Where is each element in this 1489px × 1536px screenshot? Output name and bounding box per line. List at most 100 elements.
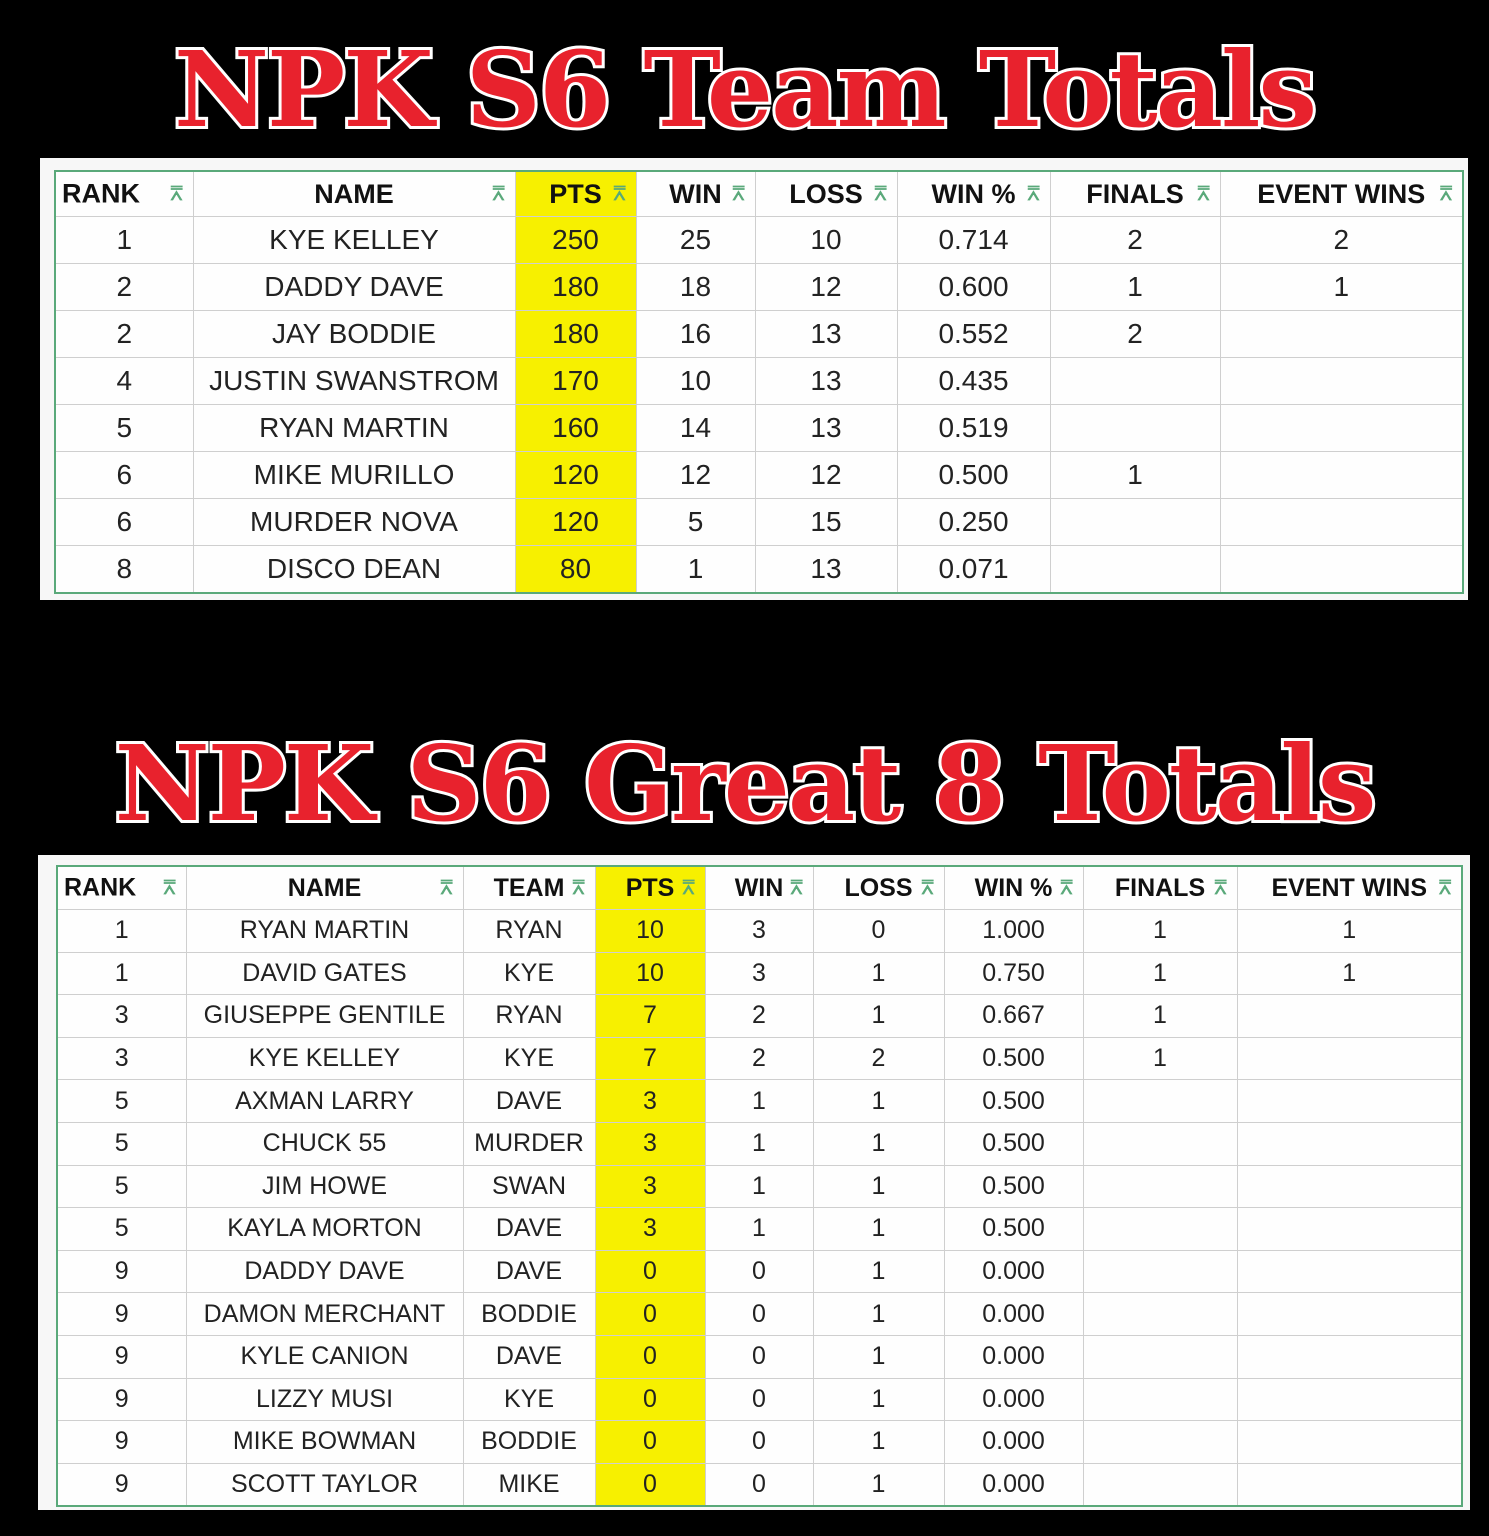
filter-icon[interactable]: ⩞ <box>682 877 695 899</box>
table-row: 6 MIKE MURILLO 120 12 12 0.500 1 <box>54 451 1464 499</box>
column-label: RANK <box>64 873 137 902</box>
cell-win: 0.435 <box>896 357 1051 405</box>
cell-name: DISCO DEAN <box>192 545 516 594</box>
table-row: 5 JIM HOWE SWAN 3 1 1 0.500 <box>56 1164 1463 1209</box>
cell-pts: 7 <box>594 994 706 1038</box>
cell-team: RYAN <box>462 994 596 1038</box>
cell-win: 10 <box>635 357 756 405</box>
column-header-event-wins[interactable]: EVENT WINS ⩞ <box>1236 865 1463 910</box>
cell-pts: 3 <box>594 1207 706 1251</box>
cell-rank: 3 <box>56 994 187 1038</box>
filter-icon[interactable]: ⩞ <box>874 183 887 205</box>
cell-rank: 9 <box>56 1377 187 1422</box>
column-label: WIN <box>669 178 722 209</box>
column-label: FINALS <box>1114 873 1206 902</box>
table-row: 9 SCOTT TAYLOR MIKE 0 0 1 0.000 <box>56 1462 1463 1507</box>
cell-rank: 9 <box>56 1420 187 1464</box>
filter-icon[interactable]: ⩞ <box>1027 183 1040 205</box>
cell-event-wins <box>1236 1164 1463 1209</box>
column-header-win[interactable]: WIN % ⩞ <box>943 865 1084 910</box>
table-row: 9 DAMON MERCHANT BODDIE 0 0 1 0.000 <box>56 1292 1463 1336</box>
header-row: RANK ⩞ NAME ⩞ TEAM ⩞ PTS ⩞ WIN ⩞ LOSS ⩞ WIN % ⩞ FINALS… <box>56 865 1463 910</box>
cell-event-wins <box>1236 1121 1463 1166</box>
filter-icon[interactable]: ⩞ <box>1214 877 1227 899</box>
filter-icon[interactable]: ⩞ <box>1439 183 1452 205</box>
cell-name: RYAN MARTIN <box>185 909 464 953</box>
filter-icon[interactable]: ⩞ <box>1197 183 1210 205</box>
filter-icon[interactable]: ⩞ <box>921 877 934 899</box>
table-row: 1 KYE KELLEY 250 25 10 0.714 2 2 <box>54 216 1464 264</box>
cell-rank: 1 <box>54 216 194 264</box>
cell-name: CHUCK 55 <box>185 1121 464 1166</box>
cell-pts: 0 <box>594 1420 706 1464</box>
cell-loss: 1 <box>812 1164 945 1209</box>
cell-finals: 1 <box>1082 994 1238 1038</box>
filter-icon[interactable]: ⩞ <box>1438 877 1451 899</box>
cell-win: 0.071 <box>896 545 1051 594</box>
filter-icon[interactable]: ⩞ <box>492 183 505 205</box>
column-header-event-wins[interactable]: EVENT WINS ⩞ <box>1219 170 1464 217</box>
cell-win: 0.750 <box>943 951 1084 996</box>
table-row: 5 CHUCK 55 MURDER 3 1 1 0.500 <box>56 1121 1463 1166</box>
cell-win: 1 <box>704 1121 814 1166</box>
column-label: PTS <box>625 873 675 902</box>
filter-icon[interactable]: ⩞ <box>732 183 745 205</box>
cell-finals: 1 <box>1082 951 1238 996</box>
cell-name: GIUSEPPE GENTILE <box>185 994 464 1038</box>
filter-icon[interactable]: ⩞ <box>572 877 585 899</box>
cell-pts: 120 <box>514 451 637 499</box>
column-header-name[interactable]: NAME ⩞ <box>192 170 516 217</box>
filter-icon[interactable]: ⩞ <box>170 183 183 205</box>
column-header-pts[interactable]: PTS ⩞ <box>594 865 706 910</box>
cell-win: 1 <box>704 1207 814 1251</box>
cell-win: 25 <box>635 216 756 264</box>
column-header-loss[interactable]: LOSS ⩞ <box>812 865 945 910</box>
cell-rank: 9 <box>56 1292 187 1336</box>
column-header-rank[interactable]: RANK ⩞ <box>54 170 194 217</box>
column-header-win[interactable]: WIN ⩞ <box>635 170 756 217</box>
cell-rank: 2 <box>54 263 194 311</box>
cell-win: 1 <box>704 1164 814 1209</box>
cell-name: KYE KELLEY <box>185 1036 464 1081</box>
column-header-rank[interactable]: RANK ⩞ <box>56 865 187 910</box>
column-header-pts[interactable]: PTS ⩞ <box>514 170 637 217</box>
cell-win: 0.500 <box>943 1036 1084 1081</box>
table-row: 1 RYAN MARTIN RYAN 10 3 0 1.000 1 1 <box>56 909 1463 953</box>
filter-icon[interactable]: ⩞ <box>1060 877 1073 899</box>
cell-team: BODDIE <box>462 1292 596 1336</box>
column-header-win[interactable]: WIN ⩞ <box>704 865 814 910</box>
column-header-finals[interactable]: FINALS ⩞ <box>1049 170 1221 217</box>
cell-pts: 180 <box>514 310 637 358</box>
cell-pts: 180 <box>514 263 637 311</box>
cell-win: 2 <box>704 1036 814 1081</box>
cell-loss: 1 <box>812 1121 945 1166</box>
cell-finals: 2 <box>1049 216 1221 264</box>
column-header-team[interactable]: TEAM ⩞ <box>462 865 596 910</box>
table-row: 4 JUSTIN SWANSTROM 170 10 13 0.435 <box>54 357 1464 405</box>
column-header-name[interactable]: NAME ⩞ <box>185 865 464 910</box>
column-header-win[interactable]: WIN % ⩞ <box>896 170 1051 217</box>
cell-rank: 2 <box>54 310 194 358</box>
filter-icon[interactable]: ⩞ <box>790 877 803 899</box>
cell-event-wins <box>1236 1420 1463 1464</box>
cell-name: KYLE CANION <box>185 1334 464 1379</box>
cell-rank: 6 <box>54 498 194 546</box>
column-header-loss[interactable]: LOSS ⩞ <box>754 170 898 217</box>
filter-icon[interactable]: ⩞ <box>440 877 453 899</box>
column-header-finals[interactable]: FINALS ⩞ <box>1082 865 1238 910</box>
cell-win: 0.600 <box>896 263 1051 311</box>
cell-name: DAMON MERCHANT <box>185 1292 464 1336</box>
column-label: TEAM <box>493 873 565 902</box>
cell-finals <box>1082 1249 1238 1294</box>
cell-team: MURDER <box>462 1121 596 1166</box>
filter-icon[interactable]: ⩞ <box>613 183 626 205</box>
cell-finals <box>1082 1462 1238 1507</box>
cell-loss: 2 <box>812 1036 945 1081</box>
cell-event-wins <box>1236 994 1463 1038</box>
cell-loss: 1 <box>812 1292 945 1336</box>
filter-icon[interactable]: ⩞ <box>163 877 176 899</box>
cell-finals <box>1082 1377 1238 1422</box>
cell-finals <box>1049 545 1221 594</box>
cell-finals: 1 <box>1082 1036 1238 1081</box>
cell-event-wins: 1 <box>1236 909 1463 953</box>
